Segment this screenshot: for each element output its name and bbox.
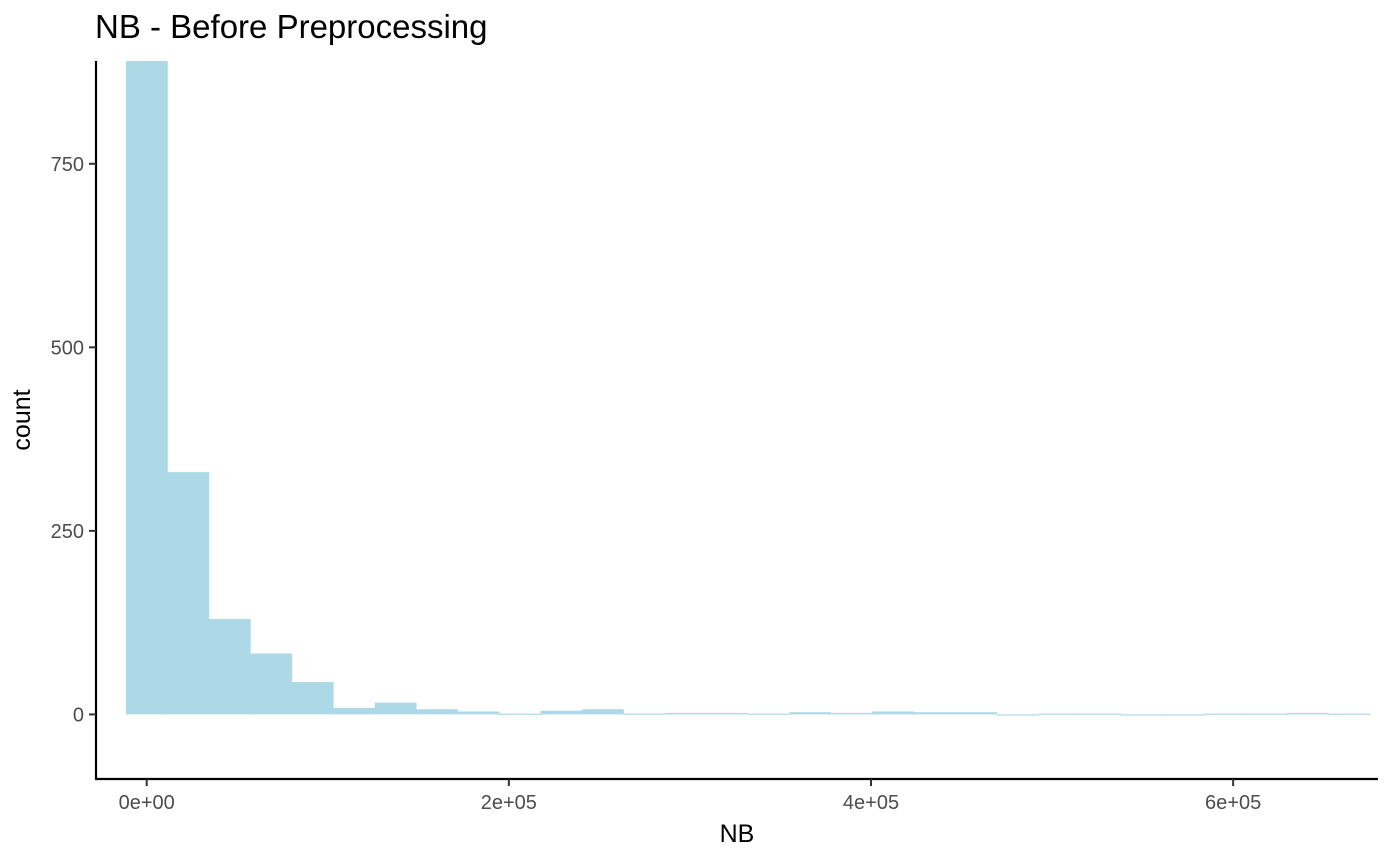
histogram-bar-1	[167, 472, 210, 715]
histogram-bar-28	[1287, 712, 1329, 715]
y-tick-label-3: 750	[51, 154, 84, 176]
histogram-bar-10	[540, 710, 583, 715]
histogram-bar-7	[416, 709, 458, 715]
histogram-bar-18	[872, 711, 915, 715]
histogram-bar-26	[1204, 713, 1246, 715]
histogram-bar-19	[913, 712, 956, 715]
chart-title: NB - Before Preprocessing	[95, 8, 488, 45]
histogram-bar-2	[208, 618, 251, 715]
histogram-bar-9	[499, 713, 541, 715]
histogram-bar-8	[457, 711, 500, 715]
histogram-bar-13	[665, 712, 707, 715]
histogram-bar-6	[374, 702, 417, 715]
histogram-bar-25	[1162, 714, 1205, 716]
histogram-bar-29	[1328, 713, 1371, 715]
y-axis-title: count	[8, 389, 36, 450]
histogram-bar-5	[333, 707, 376, 715]
x-tick-label-3: 6e+05	[1205, 792, 1261, 814]
histogram-bar-20	[955, 712, 998, 715]
histogram-bar-12	[623, 713, 666, 715]
histogram-bar-4	[291, 682, 334, 715]
histogram-bar-21	[996, 714, 1039, 716]
histogram-bar-3	[250, 653, 293, 715]
x-axis-title: NB	[720, 820, 755, 848]
histogram-bar-11	[582, 709, 624, 715]
histogram-bar-23	[1079, 713, 1122, 715]
y-tick-label-2: 500	[51, 337, 84, 359]
histogram-bar-0	[125, 61, 168, 715]
y-axis-ticks: 0 250 500 750	[51, 154, 96, 726]
y-tick-label-0: 0	[73, 704, 84, 726]
histogram-bars	[125, 61, 1371, 716]
histogram-bar-17	[830, 712, 873, 715]
histogram-bar-16	[789, 712, 832, 715]
y-tick-label-1: 250	[51, 521, 84, 543]
x-tick-label-1: 2e+05	[481, 792, 537, 814]
histogram-bar-24	[1121, 714, 1163, 716]
x-axis-ticks: 0e+00 2e+05 4e+05 6e+05	[119, 779, 1261, 814]
histogram-bar-27	[1245, 713, 1288, 715]
x-tick-label-0: 0e+00	[119, 792, 175, 814]
x-tick-label-2: 4e+05	[843, 792, 899, 814]
histogram-bar-14	[706, 712, 749, 715]
histogram-bar-22	[1038, 713, 1080, 715]
histogram-bar-15	[747, 713, 790, 715]
